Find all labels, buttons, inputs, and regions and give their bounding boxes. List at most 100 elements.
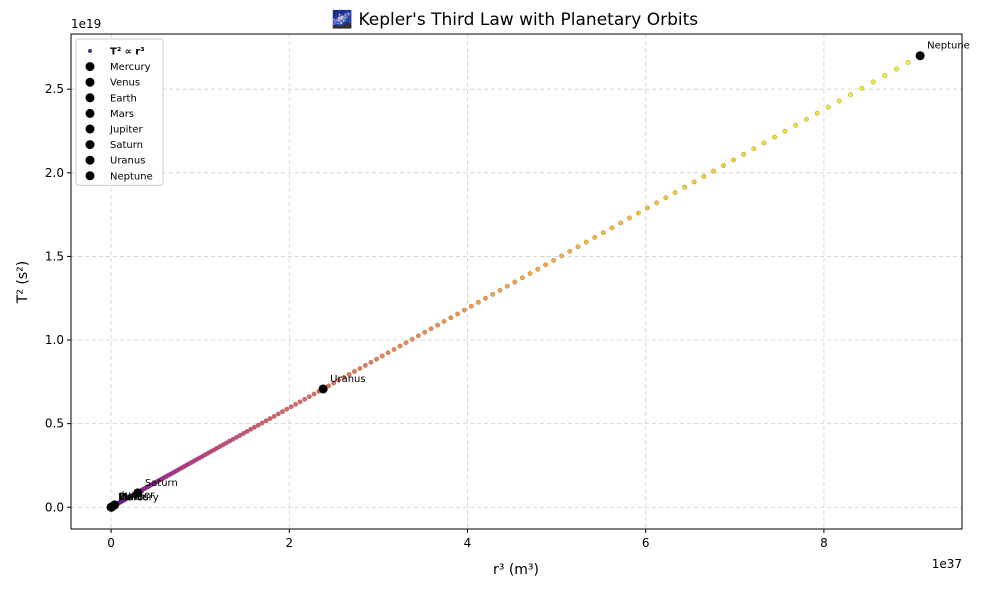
trend-point — [761, 140, 767, 146]
planet-point-jupiter — [110, 500, 120, 510]
x-tick-label: 8 — [820, 536, 828, 550]
planet-point-saturn — [133, 488, 143, 498]
trend-point — [504, 283, 510, 289]
trend-point — [870, 79, 876, 85]
trend-point — [280, 409, 285, 414]
y-tick-label: 1.0 — [45, 333, 64, 347]
y-tick-label: 0.5 — [45, 417, 64, 431]
trend-point — [352, 369, 357, 374]
trend-point — [409, 336, 415, 342]
trend-point — [559, 253, 564, 259]
trend-point — [543, 262, 548, 268]
trend-point — [374, 356, 379, 362]
legend-marker-venus — [85, 77, 95, 87]
legend-trend-label: T² ∝ r³ — [110, 47, 145, 58]
trend-point — [336, 377, 342, 383]
y-offset-label: 1e19 — [71, 17, 101, 31]
planet-point-neptune — [915, 51, 925, 61]
y-axis-label: T² (s²) — [15, 261, 31, 304]
x-tick-label: 4 — [464, 536, 472, 550]
trend-point — [731, 157, 736, 163]
planet-label-earth: Earth — [118, 492, 145, 503]
legend-label-neptune: Neptune — [110, 171, 153, 182]
legend-marker-jupiter — [85, 124, 95, 134]
trend-point — [672, 190, 678, 195]
trend-point — [859, 86, 865, 91]
trend-point — [255, 422, 261, 428]
trend-point — [793, 122, 798, 128]
planet-label-mercury: Mercury — [118, 492, 159, 503]
trend-point — [288, 404, 294, 410]
trend-point — [575, 244, 581, 250]
trend-series — [108, 53, 923, 510]
trend-point — [379, 353, 385, 359]
legend-label-jupiter: Jupiter — [109, 125, 143, 136]
legend-label-mars: Mars — [110, 109, 134, 120]
trend-point — [535, 266, 541, 272]
trend-point — [567, 248, 573, 254]
trend-point — [252, 424, 257, 430]
legend-label-mercury: Mercury — [110, 62, 151, 73]
trend-point — [248, 426, 254, 432]
trend-point — [475, 299, 481, 305]
trend-point — [385, 350, 391, 356]
x-axis-ticks: 0 2 4 6 8 — [107, 529, 828, 550]
x-axis-label: r³ (m³) — [493, 562, 539, 578]
trend-point — [782, 128, 788, 134]
trend-point — [804, 116, 809, 122]
legend-marker-mars — [85, 108, 95, 118]
trend-point — [435, 322, 440, 328]
trend-point — [848, 92, 853, 98]
legend-label-uranus: Uranus — [110, 156, 145, 167]
legend-marker-earth — [85, 93, 95, 103]
trend-point — [483, 296, 488, 301]
trend-point — [468, 303, 474, 309]
y-tick-label: 2.5 — [45, 82, 64, 96]
trend-point — [271, 413, 277, 419]
y-axis-ticks: 0.0 0.5 1.0 1.5 2.0 2.5 — [45, 82, 71, 514]
trend-point — [346, 372, 352, 377]
legend-marker-neptune — [85, 171, 95, 181]
trend-point — [441, 319, 447, 324]
trend-point — [259, 420, 265, 426]
trend-point — [331, 380, 336, 386]
x-tick-label: 2 — [285, 536, 293, 550]
trend-point — [267, 416, 273, 421]
trend-point — [275, 411, 281, 417]
trend-point — [663, 195, 669, 201]
planet-label-neptune: Neptune — [927, 41, 970, 52]
trend-point — [836, 98, 842, 104]
trend-point — [618, 220, 623, 226]
trend-point — [293, 401, 298, 407]
legend-marker-uranus — [85, 155, 95, 165]
trend-point — [741, 151, 746, 157]
y-tick-label: 2.0 — [45, 166, 64, 180]
trend-point — [645, 205, 650, 211]
trend-point — [905, 60, 911, 65]
trend-point — [462, 307, 467, 313]
trend-point — [772, 134, 777, 140]
trend-point — [284, 406, 290, 412]
grid-lines — [71, 34, 962, 529]
legend-box — [75, 38, 164, 186]
legend-marker-saturn — [85, 140, 95, 150]
trend-point — [691, 179, 697, 185]
trend-point — [448, 315, 454, 321]
trend-point — [527, 271, 533, 276]
trend-point — [825, 104, 831, 110]
trend-point — [721, 163, 726, 168]
legend-trend-marker — [88, 49, 92, 53]
trend-point — [490, 292, 496, 297]
trend-point — [592, 235, 598, 240]
planet-label-saturn: Saturn — [145, 478, 178, 489]
x-tick-label: 0 — [107, 536, 115, 550]
trend-point — [306, 394, 312, 400]
trend-point — [422, 329, 428, 335]
trend-point — [311, 391, 317, 397]
trend-point — [882, 73, 888, 78]
legend-label-earth: Earth — [110, 93, 137, 104]
trend-point — [357, 366, 363, 371]
chart-title: 🌌 Kepler's Third Law with Planetary Orbi… — [332, 9, 698, 30]
